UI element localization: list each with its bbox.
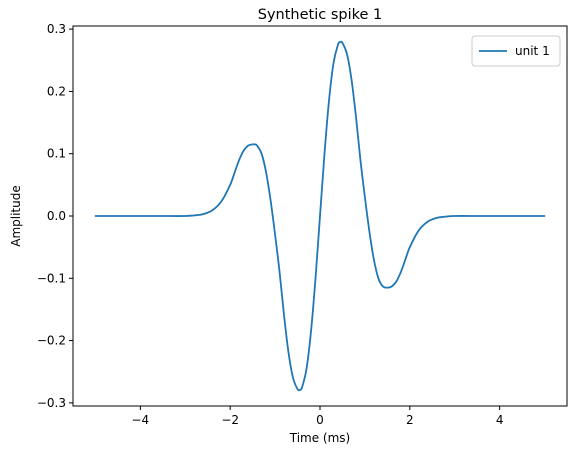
y-axis-label: Amplitude: [9, 185, 23, 247]
x-tick-label: 4: [496, 413, 504, 427]
y-tick-label: 0.1: [47, 147, 66, 161]
x-axis-ticks: −4 −2 0 2 4: [132, 406, 504, 427]
legend: unit 1: [471, 35, 561, 67]
y-axis-ticks: −0.3 −0.2 −0.1 0.0 0.1 0.2 0.3: [37, 22, 73, 410]
y-tick-label: −0.3: [37, 396, 66, 410]
series-line-1: [94, 40, 546, 392]
x-tick-label: −2: [221, 413, 239, 427]
y-tick-label: 0.0: [47, 209, 66, 223]
plot-frame: [72, 25, 568, 407]
y-tick-label: 0.3: [47, 22, 66, 36]
series-layer: [94, 40, 546, 392]
legend-label-unit-1: unit 1: [515, 44, 550, 58]
x-axis-label: Time (ms): [289, 431, 351, 445]
x-tick-label: 2: [406, 413, 414, 427]
y-tick-label: −0.1: [37, 271, 66, 285]
legend-box: [471, 35, 561, 67]
x-tick-label: −4: [132, 413, 150, 427]
chart-title: Synthetic spike 1: [258, 7, 383, 23]
x-tick-label: 0: [316, 413, 324, 427]
y-tick-label: 0.2: [47, 84, 66, 98]
y-tick-label: −0.2: [37, 334, 66, 348]
